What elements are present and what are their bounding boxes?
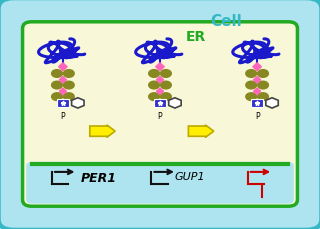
Circle shape bbox=[149, 82, 159, 90]
Text: P: P bbox=[255, 112, 260, 121]
Circle shape bbox=[161, 93, 171, 101]
Polygon shape bbox=[253, 64, 261, 71]
FancyArrow shape bbox=[90, 125, 115, 138]
Text: Cell: Cell bbox=[210, 14, 242, 29]
Circle shape bbox=[63, 70, 74, 78]
Circle shape bbox=[246, 70, 257, 78]
Polygon shape bbox=[169, 98, 181, 109]
Text: PER1: PER1 bbox=[81, 171, 117, 184]
Circle shape bbox=[52, 93, 62, 101]
Polygon shape bbox=[59, 64, 67, 71]
Circle shape bbox=[63, 82, 74, 90]
Circle shape bbox=[149, 70, 159, 78]
Circle shape bbox=[52, 70, 62, 78]
Circle shape bbox=[63, 93, 74, 101]
FancyArrow shape bbox=[188, 125, 214, 138]
Circle shape bbox=[258, 82, 268, 90]
FancyBboxPatch shape bbox=[23, 23, 297, 206]
Polygon shape bbox=[253, 77, 261, 84]
Text: GUP1: GUP1 bbox=[175, 172, 205, 181]
Polygon shape bbox=[156, 77, 164, 84]
Circle shape bbox=[149, 93, 159, 101]
Circle shape bbox=[258, 70, 268, 78]
FancyBboxPatch shape bbox=[252, 99, 263, 107]
FancyBboxPatch shape bbox=[154, 99, 166, 107]
FancyBboxPatch shape bbox=[57, 99, 68, 107]
Circle shape bbox=[161, 70, 171, 78]
Text: P: P bbox=[60, 112, 65, 121]
Polygon shape bbox=[72, 98, 84, 109]
Circle shape bbox=[161, 82, 171, 90]
Text: P: P bbox=[158, 112, 162, 121]
Polygon shape bbox=[266, 98, 278, 109]
Polygon shape bbox=[59, 77, 67, 84]
Polygon shape bbox=[156, 64, 164, 71]
Text: ER: ER bbox=[186, 30, 206, 44]
Circle shape bbox=[258, 93, 268, 101]
Polygon shape bbox=[59, 89, 67, 95]
Circle shape bbox=[246, 93, 257, 101]
Circle shape bbox=[52, 82, 62, 90]
Polygon shape bbox=[253, 89, 261, 95]
Circle shape bbox=[246, 82, 257, 90]
Polygon shape bbox=[156, 89, 164, 95]
FancyBboxPatch shape bbox=[26, 162, 294, 204]
